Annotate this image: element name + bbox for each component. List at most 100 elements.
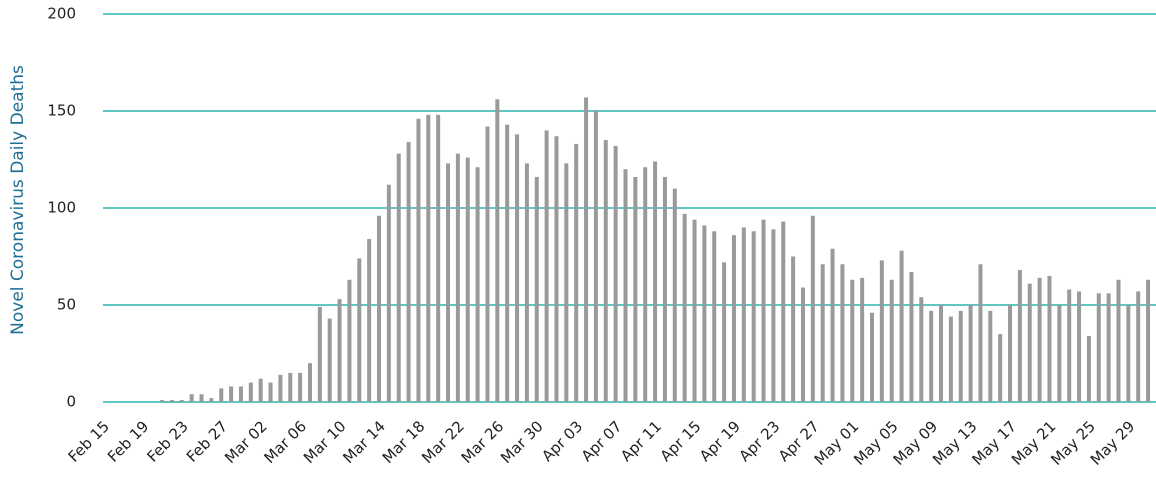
bar: [692, 219, 697, 402]
bar: [722, 262, 727, 402]
bar: [682, 213, 687, 402]
bar: [327, 318, 332, 402]
y-tick-label: 0: [66, 393, 76, 411]
bar: [850, 279, 855, 402]
bar: [544, 130, 549, 402]
x-tick-label: Feb 19: [104, 417, 152, 465]
bar: [603, 140, 608, 402]
bar: [751, 231, 756, 402]
bar: [396, 153, 401, 402]
bar: [672, 188, 677, 402]
x-tick-label: Mar 14: [339, 417, 389, 467]
y-axis-title: Novel Coronavirus Daily Deaths: [8, 65, 28, 335]
bar: [1008, 305, 1013, 402]
bar: [298, 372, 303, 402]
bar: [1086, 336, 1091, 402]
bar: [978, 264, 983, 402]
bar: [840, 264, 845, 402]
y-tick-label: 100: [47, 199, 76, 217]
bar: [988, 310, 993, 402]
x-tick-label: Mar 10: [300, 417, 350, 467]
bar: [229, 386, 234, 402]
bar: [258, 378, 263, 402]
bar: [741, 227, 746, 402]
bar: [919, 297, 924, 402]
x-tick-label: Mar 06: [261, 417, 311, 467]
bar: [416, 118, 421, 402]
x-tick-label: Apr 03: [538, 417, 586, 465]
bar: [929, 310, 934, 402]
bar: [406, 142, 411, 403]
bar: [653, 161, 658, 402]
x-tick-label: Apr 19: [696, 417, 744, 465]
y-tick-label: 200: [47, 5, 76, 23]
bar: [712, 231, 717, 402]
bar: [1106, 293, 1111, 402]
x-tick-label: May 29: [1087, 417, 1139, 469]
bar: [1146, 279, 1151, 402]
bar: [1067, 289, 1072, 402]
bar: [1136, 291, 1141, 402]
bar: [307, 363, 312, 402]
y-tick-label: 150: [47, 102, 76, 120]
bar: [662, 176, 667, 402]
bar: [613, 145, 618, 403]
bar: [495, 99, 500, 403]
bar: [879, 260, 884, 402]
bar: [800, 287, 805, 402]
x-tick-label: Mar 26: [458, 417, 508, 467]
x-tick-label: Apr 11: [617, 417, 665, 465]
bar: [1116, 279, 1121, 402]
bar: [465, 157, 470, 402]
bar: [899, 250, 904, 402]
bar: [436, 114, 441, 402]
bar: [515, 134, 520, 402]
bar: [455, 153, 460, 402]
bar: [791, 256, 796, 402]
x-tick-label: Mar 18: [379, 417, 429, 467]
bar: [643, 167, 648, 402]
bar: [189, 394, 194, 402]
bar: [1027, 283, 1032, 402]
bar: [475, 167, 480, 402]
bar: [485, 126, 490, 403]
x-tick-label: Feb 15: [65, 417, 113, 465]
bar: [248, 382, 253, 402]
bar: [958, 310, 963, 402]
x-tick-label: Apr 23: [735, 417, 783, 465]
bar: [830, 248, 835, 402]
bar: [278, 374, 283, 402]
bar: [554, 136, 559, 402]
bar: [564, 163, 569, 402]
bar: [1047, 275, 1052, 402]
bar: [337, 299, 342, 402]
x-tick-label: Apr 07: [578, 417, 626, 465]
bar: [238, 386, 243, 402]
bar: [317, 306, 322, 402]
x-tick-label: Mar 02: [221, 417, 271, 467]
bar: [357, 258, 362, 402]
bar: [179, 400, 184, 402]
bar: [820, 264, 825, 402]
x-tick-label: Mar 30: [497, 417, 547, 467]
bar: [869, 312, 874, 402]
x-tick-label: Feb 23: [143, 417, 191, 465]
bar: [209, 398, 214, 402]
bar: [939, 305, 944, 402]
bar: [169, 400, 174, 402]
bar: [219, 388, 224, 402]
bar: [968, 305, 973, 402]
bar: [1037, 277, 1042, 402]
bar: [909, 272, 914, 402]
bar: [633, 176, 638, 402]
bar: [574, 143, 579, 403]
bar: [505, 124, 510, 402]
bar: [810, 215, 815, 402]
bar: [268, 382, 273, 402]
bar: [998, 334, 1003, 402]
bar: [623, 169, 628, 402]
x-tick-label: Apr 15: [657, 417, 705, 465]
bar: [771, 229, 776, 402]
bar: [524, 163, 529, 402]
